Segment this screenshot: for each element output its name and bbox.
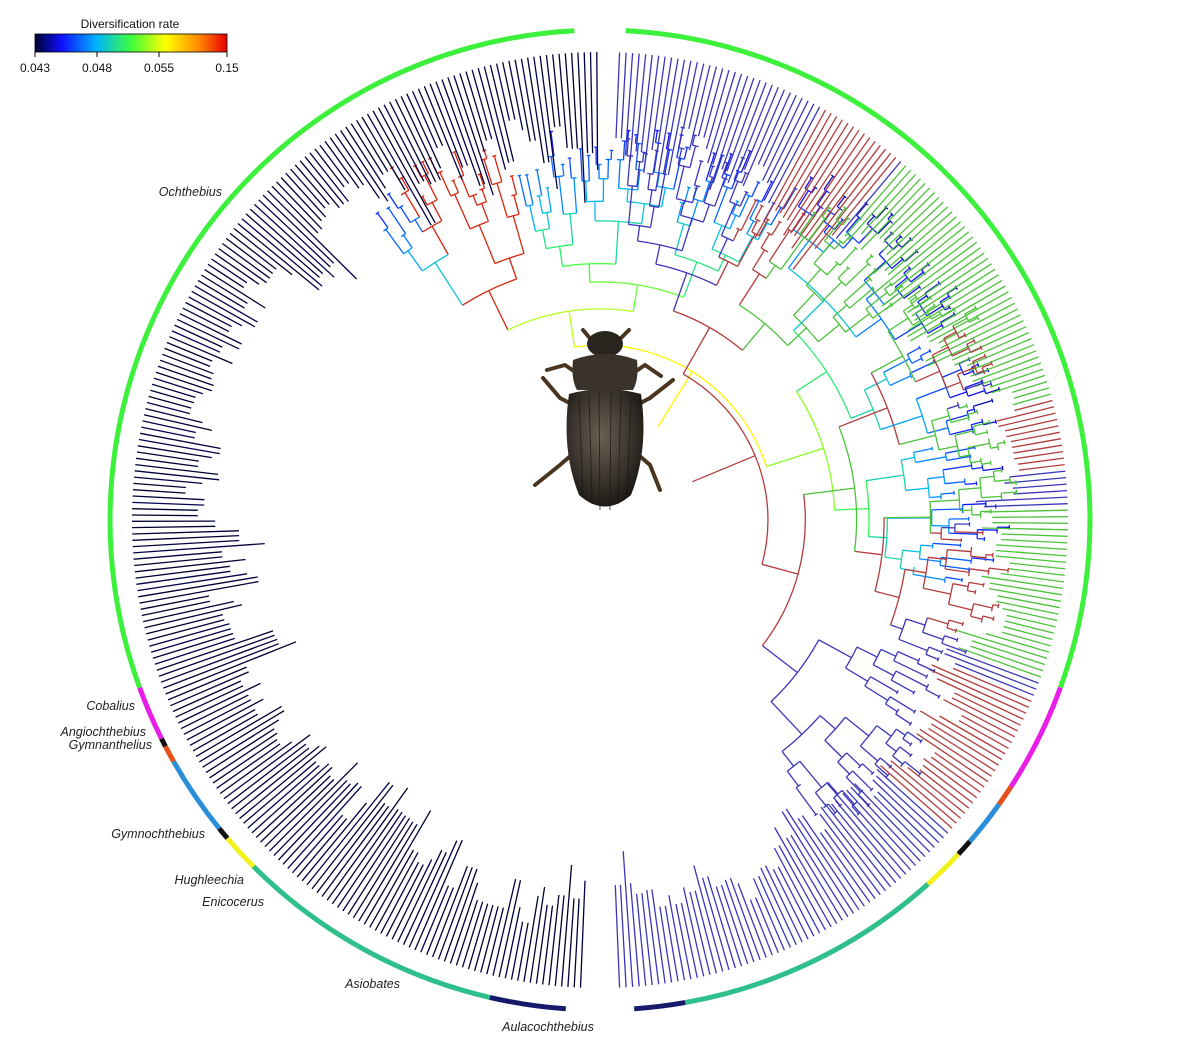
genus-ring-segment — [251, 864, 491, 1000]
genus-ring-segment — [137, 686, 164, 740]
genus-ring-segment — [967, 803, 1001, 844]
beetle-photo — [533, 328, 675, 511]
genus-ring — [107, 28, 1093, 1012]
legend-title: Diversification rate — [81, 17, 180, 31]
genus-ring-segment — [489, 994, 566, 1012]
genus-ring-segment — [171, 760, 222, 830]
legend-tick-3: 0.055 — [144, 61, 174, 75]
color-legend: Diversification rate 0.043 0.048 0.055 0… — [20, 17, 239, 75]
genus-ring-segment — [217, 826, 230, 840]
genus-ring-segment — [634, 1000, 686, 1012]
genus-label-enicocerus: Enicocerus — [202, 895, 264, 909]
genus-label-asiobates: Asiobates — [344, 977, 400, 991]
genus-label-angiochthebius: Angiochthebius — [60, 725, 146, 739]
genus-label-ochthebius: Ochthebius — [159, 185, 222, 199]
genus-ring-segment — [996, 785, 1013, 806]
genus-ring-segment — [926, 852, 961, 886]
legend-tick-2: 0.048 — [82, 61, 112, 75]
legend-gradient-bar — [34, 33, 228, 53]
genus-ring-segment — [625, 28, 1093, 689]
genus-label-gymnanthelius: Gymnanthelius — [69, 738, 152, 752]
genus-ring-segment — [159, 737, 168, 748]
genus-label-cobalius: Cobalius — [86, 699, 135, 713]
genus-label-aulacochthebius: Aulacochthebius — [501, 1020, 594, 1034]
genus-ring-segment — [163, 745, 176, 763]
genus-label-gymnochthebius: Gymnochthebius — [111, 827, 205, 841]
legend-ticks — [34, 52, 228, 57]
genus-ring-segment — [684, 882, 930, 1006]
genus-ring-segment — [107, 28, 575, 689]
legend-tick-4: 0.15 — [215, 61, 239, 75]
legend-tick-1: 0.043 — [20, 61, 50, 75]
genus-ring-segment — [956, 839, 972, 856]
genus-label-hughleechia: Hughleechia — [175, 873, 245, 887]
genus-ring-segment — [225, 836, 256, 869]
phylogenetic-tree — [131, 51, 1069, 988]
genus-ring-segment — [1008, 686, 1063, 789]
genus-labels: Ochthebius Cobalius Angiochthebius Gymna… — [60, 185, 594, 1034]
